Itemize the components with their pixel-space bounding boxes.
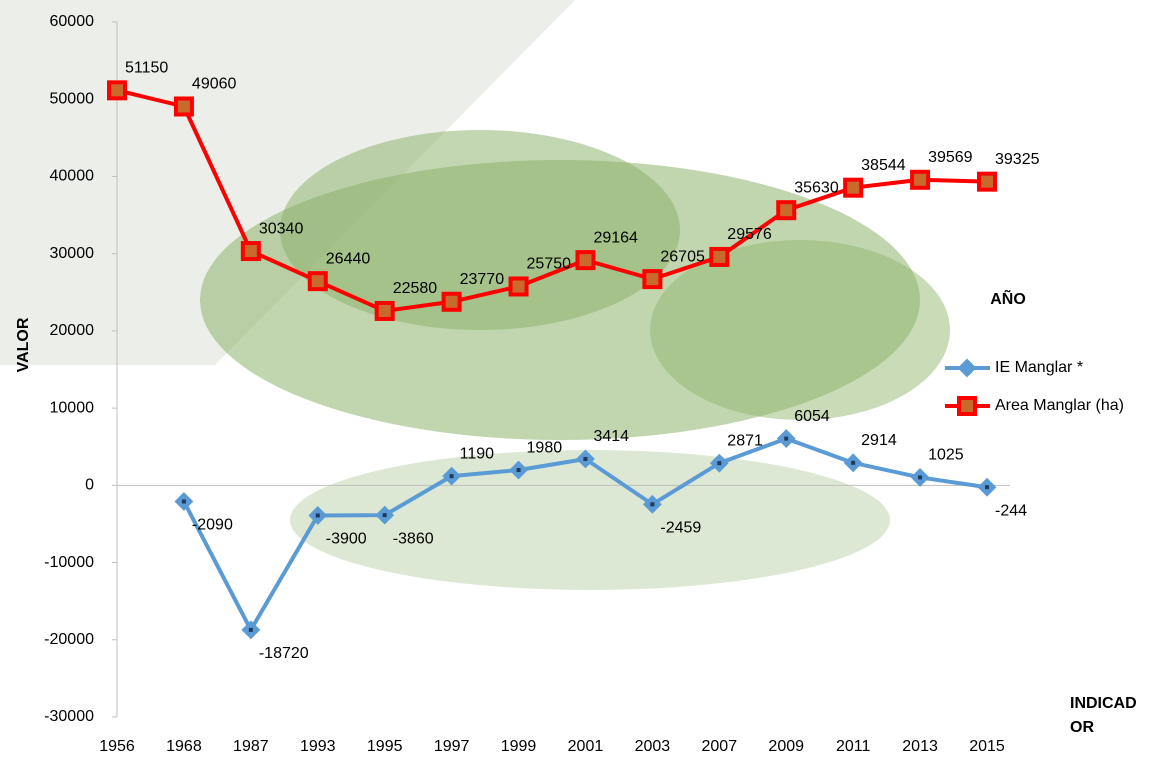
data-point [441,291,462,312]
data-point-center [717,461,722,466]
data-point [240,241,261,262]
data-point-center [918,475,923,480]
data-label: -2090 [192,517,233,534]
data-label: 2871 [727,432,763,449]
x-tick-label: 2013 [902,738,938,755]
legend-title: AÑO [990,288,1026,308]
data-label: -3900 [326,531,367,548]
data-label: 35630 [794,179,839,196]
data-point [508,276,529,297]
data-label: 6054 [794,408,830,425]
legend-marker [957,358,977,378]
x-tick-label: 2003 [635,738,671,755]
data-point [776,200,797,221]
x-tick-label: 1956 [99,738,135,755]
data-point [374,300,395,321]
data-label: 1025 [928,447,964,464]
data-point-center [583,456,588,461]
data-label: 26705 [660,248,705,265]
x-tick-label: 1993 [300,738,336,755]
data-point-center [851,460,856,465]
data-point [107,80,127,101]
data-label: 1190 [460,445,495,462]
series-line [116,88,988,313]
data-point [642,269,663,290]
x-tick-label: 1987 [233,738,269,755]
data-label: 25750 [527,256,572,273]
data-point [173,96,194,117]
data-label: 51150 [125,60,168,77]
x-tick-label: 1995 [367,738,403,755]
data-label: 29164 [593,229,638,246]
data-point [575,250,596,271]
x-tick-label: 1997 [434,738,470,755]
legend-marker [957,396,977,416]
x-tick-label: 2001 [568,738,604,755]
x-tick-label: 2009 [768,738,804,755]
data-label: -2459 [660,520,701,537]
y-tick-label: 10000 [50,399,95,416]
data-label: 26440 [326,250,371,267]
background-art [0,0,950,590]
y-tick-label: 0 [85,477,94,494]
data-point-center [650,502,655,507]
x-axis-title: INDICADOR [1070,695,1137,736]
data-point [910,169,931,190]
data-label: -18720 [259,645,309,662]
data-point-center [985,485,989,490]
data-point [307,271,328,292]
data-label: 23770 [460,271,505,288]
data-label: -244 [995,502,1027,519]
y-tick-label: -30000 [44,708,94,725]
y-tick-label: -20000 [44,631,94,648]
y-tick-label: 60000 [50,13,95,30]
x-tick-label: 1999 [501,738,537,755]
data-point-center [449,474,454,479]
data-point-center [382,513,387,518]
y-tick-label: 20000 [50,322,95,339]
data-label: -3860 [393,530,434,547]
legend-label: IE Manglar * [995,359,1083,376]
x-tick-label: 2011 [836,738,871,755]
data-point-center [784,436,789,441]
data-point-center [248,627,253,632]
data-label: 29576 [727,226,772,243]
data-label: 30340 [259,220,304,237]
data-label: 39569 [928,149,973,166]
data-point [977,171,997,192]
data-label: 22580 [393,280,438,297]
data-point [843,177,864,198]
legend-label: Area Manglar (ha) [995,397,1124,414]
data-label: 3414 [593,428,629,445]
x-tick-label: 1968 [166,738,202,755]
y-tick-label: -10000 [44,554,94,571]
data-label: 1980 [527,439,563,456]
y-tick-label: 30000 [50,245,95,262]
data-point-center [315,513,320,518]
data-point [709,246,730,267]
data-label: 49060 [192,76,237,93]
x-tick-label: 2007 [702,738,738,755]
x-tick-label: 2015 [969,738,1005,755]
data-point-center [516,468,521,473]
y-axis-title: VALOR [15,317,32,372]
y-tick-label: 40000 [50,168,95,185]
data-label: 39325 [995,151,1040,168]
data-point-center [181,499,186,504]
y-tick-label: 50000 [50,90,95,107]
data-label: 38544 [861,157,906,174]
data-label: 2914 [861,432,897,449]
